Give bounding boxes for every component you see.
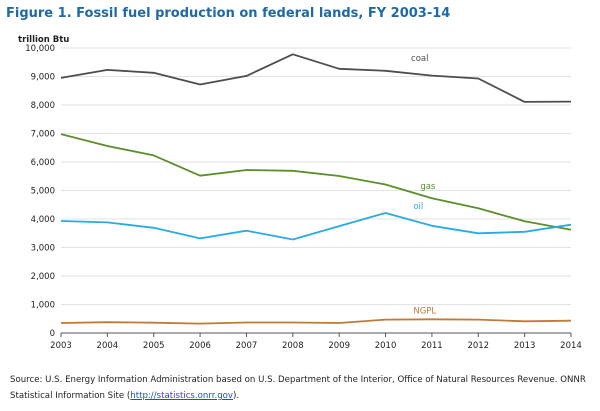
series-labels: coal gas oil NGPL (411, 54, 436, 317)
chart-title: Figure 1. Fossil fuel production on fede… (6, 6, 451, 21)
y-tick-label: 2,000 (31, 272, 55, 282)
y-tick-label: 7,000 (31, 130, 55, 140)
y-tick-label: 4,000 (31, 215, 55, 225)
x-tick-label: 2004 (97, 341, 119, 351)
x-tick-label: 2013 (514, 341, 536, 351)
x-tick-label: 2007 (236, 341, 258, 351)
y-tick-label: 9,000 (31, 73, 55, 83)
x-tick-label: 2010 (375, 341, 397, 351)
series-label-coal: coal (411, 54, 428, 64)
y-tick-label: 8,000 (31, 101, 55, 111)
series-line-ngpl (60, 318, 572, 325)
x-tick-label: 2014 (560, 341, 582, 351)
source-text: Source: U.S. Energy Information Administ… (10, 375, 586, 401)
x-axis-ticks: 2003 2004 2005 2006 2007 2008 2009 2010 2011 2012… (50, 333, 582, 351)
source-link[interactable]: http://statistics.onrr.gov (130, 391, 233, 401)
x-tick-label: 2006 (189, 341, 211, 351)
y-axis-unit-label: trillion Btu (18, 35, 69, 45)
x-tick-label: 2005 (143, 341, 165, 351)
y-tick-label: 3,000 (31, 244, 55, 254)
x-tick-label: 2009 (328, 341, 350, 351)
source-note: Source: U.S. Energy Information Administ… (10, 372, 590, 404)
gridlines (61, 47, 571, 334)
y-tick-label: 1,000 (31, 301, 55, 311)
series-line-coal (60, 53, 572, 103)
x-tick-label: 2012 (467, 341, 489, 351)
series-label-ngpl: NGPL (413, 307, 436, 317)
x-tick-label: 2003 (50, 341, 72, 351)
series-line-oil (60, 212, 572, 241)
source-suffix: ). (233, 391, 240, 401)
series-line-gas (60, 133, 572, 231)
x-tick-label: 2008 (282, 341, 304, 351)
x-tick-label: 2011 (421, 341, 443, 351)
y-tick-label: 5,000 (31, 187, 55, 197)
y-axis-ticks: 0 1,000 2,000 3,000 4,000 5,000 6,000 7,000 8,00… (25, 44, 55, 339)
y-tick-label: 0 (50, 329, 55, 339)
line-chart: trillion Btu 0 1,000 2,000 3,000 4,000 5,000 6… (18, 35, 582, 351)
series-label-gas: gas (420, 182, 436, 192)
y-tick-label: 10,000 (25, 44, 55, 54)
y-tick-label: 6,000 (31, 158, 55, 168)
series-label-oil: oil (413, 202, 423, 212)
series-lines (60, 53, 572, 325)
